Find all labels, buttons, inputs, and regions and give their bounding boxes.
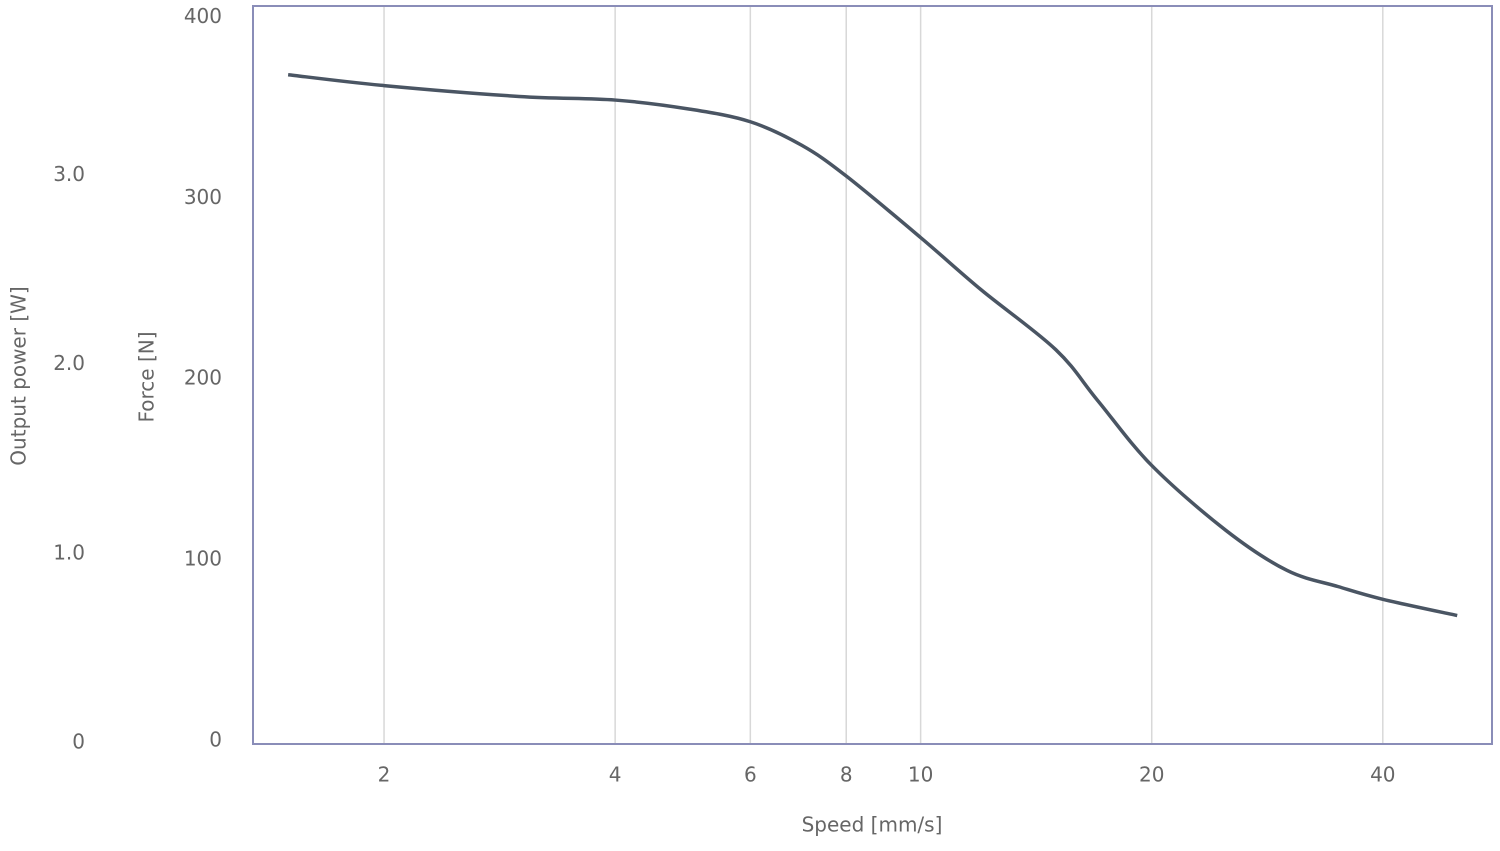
y-tick-label: 300 <box>184 185 222 209</box>
y2-tick-label: 0 <box>72 730 85 754</box>
y-tick-label: 200 <box>184 366 222 390</box>
x-tick-label: 2 <box>378 763 391 787</box>
x-tick-label: 10 <box>908 763 933 787</box>
y-tick-label: 100 <box>184 547 222 571</box>
x-tick-label: 20 <box>1139 763 1164 787</box>
y2-axis-label: Output power [W] <box>7 286 31 465</box>
x-tick-label: 40 <box>1370 763 1395 787</box>
y-tick-label: 0 <box>209 728 222 752</box>
y-tick-label: 400 <box>184 4 222 28</box>
y2-tick-label: 1.0 <box>53 540 85 564</box>
x-axis-label: Speed [mm/s] <box>802 813 943 837</box>
x-tick-label: 8 <box>840 763 853 787</box>
x-tick-label: 4 <box>609 763 622 787</box>
y2-tick-label: 3.0 <box>53 162 85 186</box>
plot-border <box>252 5 1493 745</box>
y2-tick-label: 2.0 <box>53 351 85 375</box>
line <box>287 72 1458 618</box>
y-axis-label: Force [N] <box>135 331 159 422</box>
x-tick-label: 6 <box>744 763 757 787</box>
